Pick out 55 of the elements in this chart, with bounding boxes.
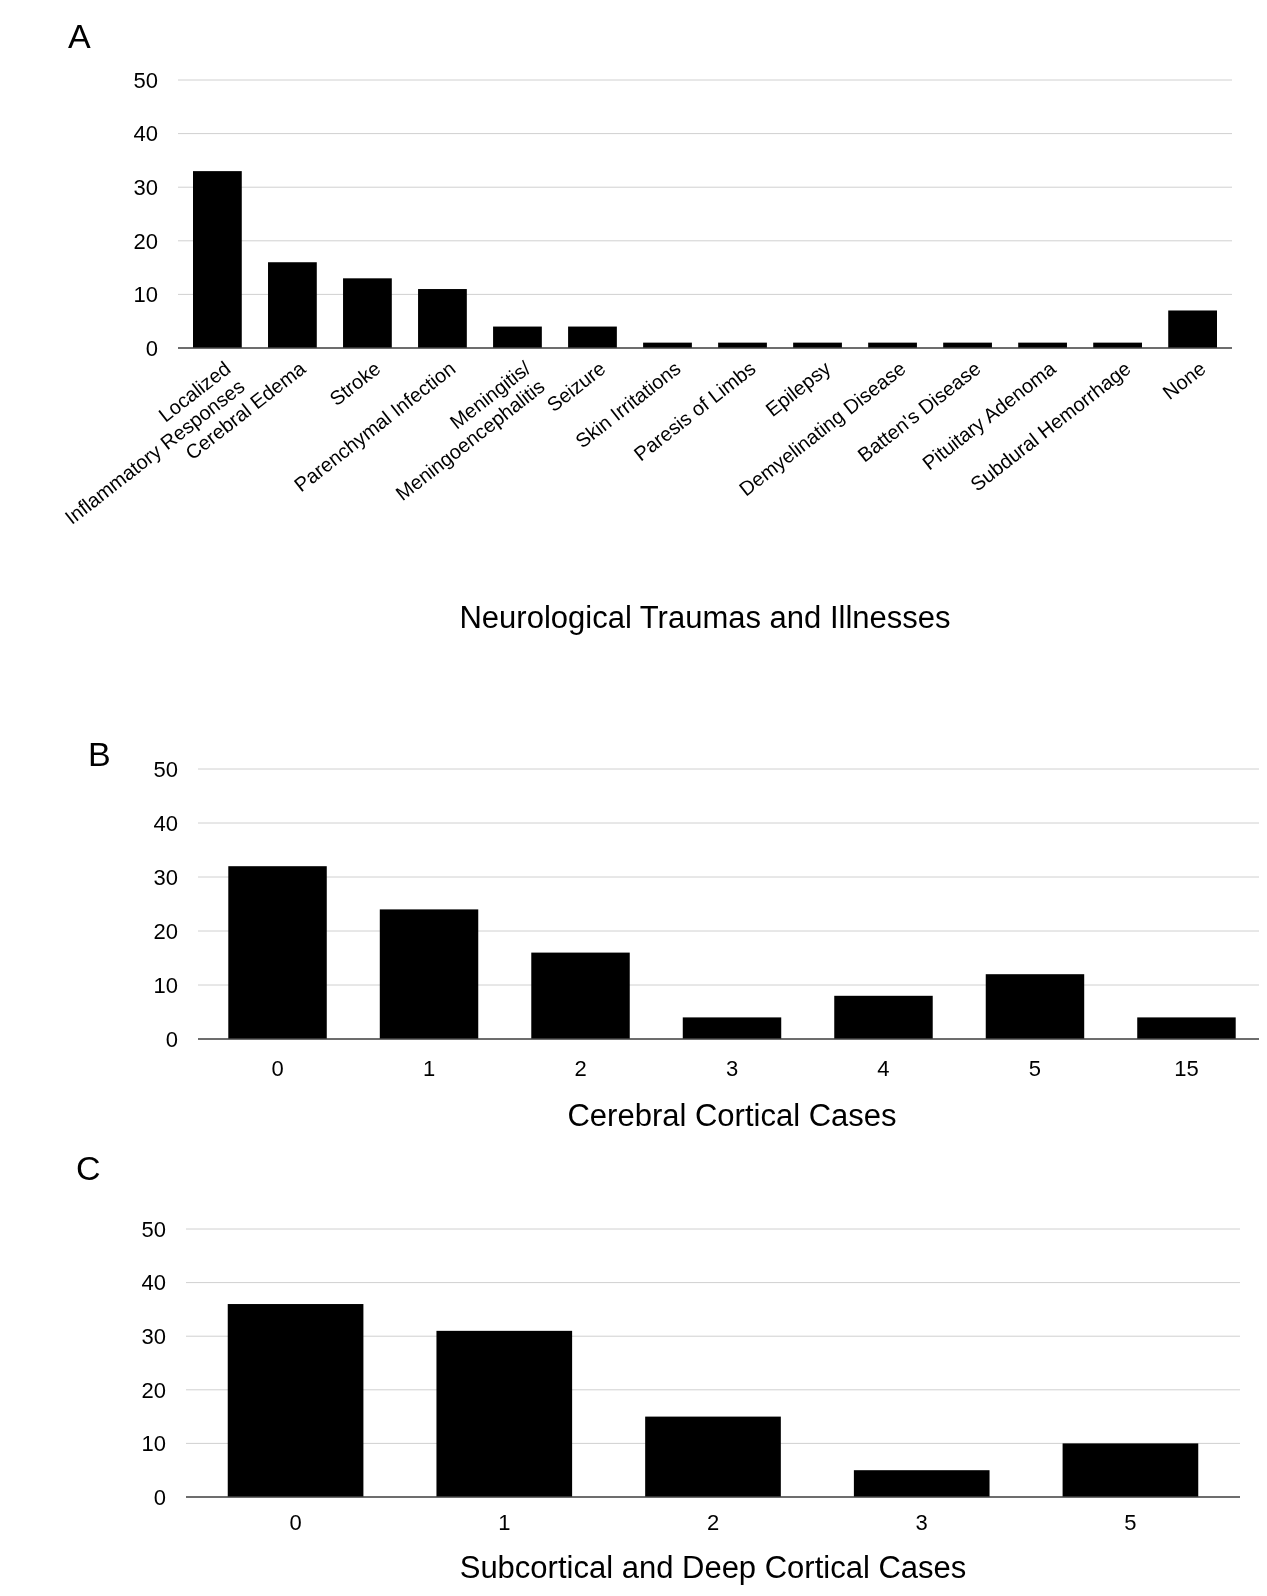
bar xyxy=(193,171,242,348)
bar xyxy=(343,278,392,348)
bar xyxy=(531,952,630,1039)
x-tick-label: 1 xyxy=(422,1056,436,1081)
bar xyxy=(1137,1017,1236,1039)
bar xyxy=(268,262,317,348)
chart-title: B xyxy=(88,735,111,773)
x-axis-title: Subcortical and Deep Cortical Cases xyxy=(459,1550,967,1585)
x-tick-label: 0 xyxy=(289,1510,302,1535)
y-tick-label: 40 xyxy=(141,1270,166,1296)
x-tick-label: 5 xyxy=(1028,1056,1042,1081)
bar xyxy=(568,326,617,348)
bar xyxy=(418,289,467,348)
y-tick-label: 20 xyxy=(133,228,158,254)
y-tick-label: 30 xyxy=(141,1323,166,1349)
bar xyxy=(227,1304,364,1497)
y-tick-label: 0 xyxy=(153,1484,166,1510)
x-tick-label: 4 xyxy=(877,1056,890,1081)
x-tick-label: 0 xyxy=(271,1056,284,1081)
x-axis-title: Cerebral Cortical Cases xyxy=(567,1098,897,1133)
bar xyxy=(228,866,327,1039)
bar xyxy=(1062,1443,1199,1497)
y-tick-label: 10 xyxy=(133,282,158,308)
chart-title: A xyxy=(68,17,91,55)
bar xyxy=(985,974,1085,1039)
x-tick-label: 15 xyxy=(1174,1056,1199,1081)
y-tick-label: 0 xyxy=(145,335,158,361)
y-tick-label: 50 xyxy=(133,67,158,93)
y-tick-label: 10 xyxy=(153,972,178,998)
bar xyxy=(834,995,933,1039)
y-tick-label: 0 xyxy=(165,1026,178,1052)
bar xyxy=(682,1017,782,1039)
y-tick-label: 40 xyxy=(133,121,158,147)
x-tick-label: 5 xyxy=(1124,1510,1137,1535)
bar xyxy=(853,1470,990,1497)
y-tick-label: 20 xyxy=(153,918,178,944)
y-tick-label: 30 xyxy=(133,174,158,200)
x-tick-label: 3 xyxy=(725,1056,739,1081)
y-tick-label: 20 xyxy=(141,1377,166,1403)
bar xyxy=(379,909,479,1039)
y-tick-label: 50 xyxy=(153,756,178,782)
x-axis-title: Neurological Traumas and Illnesses xyxy=(459,600,951,635)
bar xyxy=(436,1330,573,1497)
y-tick-label: 30 xyxy=(153,864,178,890)
x-tick-label: 2 xyxy=(574,1056,587,1081)
bar xyxy=(493,326,542,348)
y-tick-label: 10 xyxy=(141,1431,166,1457)
bar xyxy=(645,1416,781,1497)
x-tick-label: 1 xyxy=(498,1510,511,1535)
x-tick-label: 3 xyxy=(915,1510,928,1535)
y-tick-label: 40 xyxy=(153,810,178,836)
chart-title: C xyxy=(76,1149,101,1187)
bar xyxy=(1168,310,1217,348)
x-tick-label: 2 xyxy=(706,1510,720,1535)
y-tick-label: 50 xyxy=(141,1216,166,1242)
